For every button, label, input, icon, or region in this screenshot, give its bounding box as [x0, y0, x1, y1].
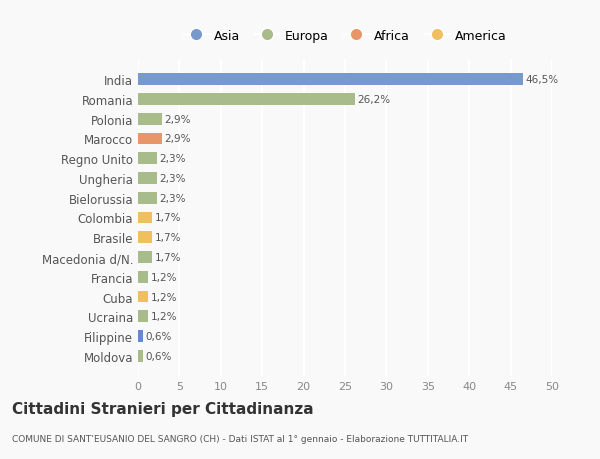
Bar — [138, 192, 157, 204]
Text: 1,2%: 1,2% — [151, 312, 177, 322]
Bar — [138, 232, 152, 244]
Text: 2,3%: 2,3% — [160, 154, 186, 164]
Text: 0,6%: 0,6% — [145, 331, 172, 341]
Bar — [138, 271, 148, 283]
Bar — [138, 94, 355, 106]
Bar — [138, 173, 157, 185]
Text: 2,9%: 2,9% — [164, 134, 191, 144]
Bar — [138, 330, 143, 342]
Text: 1,2%: 1,2% — [151, 292, 177, 302]
Bar — [138, 252, 152, 263]
Bar — [138, 311, 148, 323]
Text: 2,9%: 2,9% — [164, 114, 191, 124]
Text: 1,7%: 1,7% — [155, 213, 181, 223]
Text: 2,3%: 2,3% — [160, 174, 186, 184]
Text: 1,7%: 1,7% — [155, 233, 181, 243]
Text: 0,6%: 0,6% — [145, 351, 172, 361]
Bar — [138, 350, 143, 362]
Bar — [138, 291, 148, 303]
Text: Cittadini Stranieri per Cittadinanza: Cittadini Stranieri per Cittadinanza — [12, 401, 314, 416]
Bar — [138, 74, 523, 86]
Text: 1,2%: 1,2% — [151, 272, 177, 282]
Text: 26,2%: 26,2% — [358, 95, 391, 105]
Bar — [138, 153, 157, 165]
Text: COMUNE DI SANT’EUSANIO DEL SANGRO (CH) - Dati ISTAT al 1° gennaio - Elaborazione: COMUNE DI SANT’EUSANIO DEL SANGRO (CH) -… — [12, 434, 468, 442]
Bar — [138, 133, 162, 145]
Bar — [138, 113, 162, 125]
Text: 46,5%: 46,5% — [526, 75, 559, 85]
Bar — [138, 212, 152, 224]
Text: 2,3%: 2,3% — [160, 193, 186, 203]
Legend: Asia, Europa, Africa, America: Asia, Europa, Africa, America — [179, 25, 511, 48]
Text: 1,7%: 1,7% — [155, 252, 181, 263]
